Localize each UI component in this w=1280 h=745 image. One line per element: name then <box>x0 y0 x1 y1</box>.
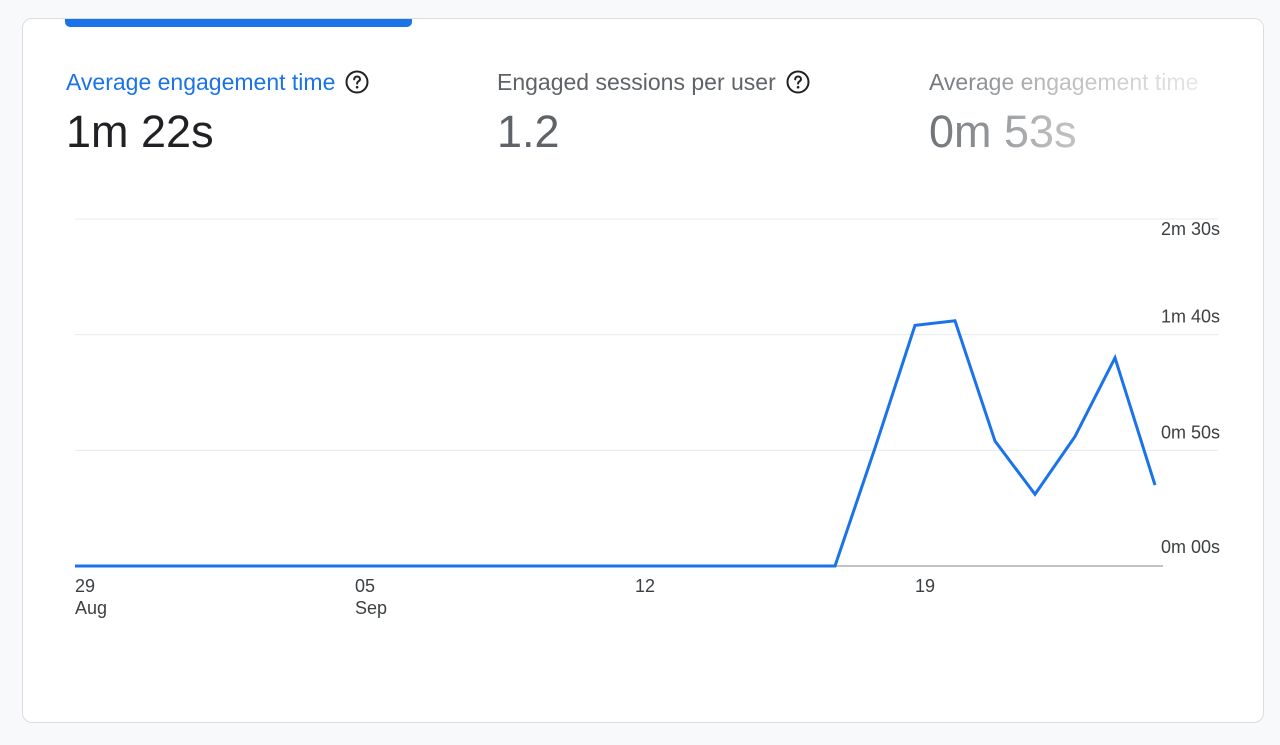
active-tab-indicator <box>65 19 412 27</box>
data-point[interactable] <box>870 443 880 453</box>
y-tick-label: 0m 00s <box>1161 537 1220 557</box>
help-circle-icon[interactable] <box>345 70 369 94</box>
metric-value: 1.2 <box>497 106 560 157</box>
data-point[interactable] <box>1030 489 1040 499</box>
data-point[interactable] <box>1110 353 1120 363</box>
x-tick-month-label: Sep <box>355 598 387 618</box>
data-point[interactable] <box>630 561 640 571</box>
data-point[interactable] <box>470 561 480 571</box>
metric-label: Average engagement time <box>66 67 369 97</box>
data-point[interactable] <box>70 561 80 571</box>
data-point[interactable] <box>830 561 840 571</box>
data-point[interactable] <box>230 561 240 571</box>
help-circle-icon[interactable] <box>786 70 810 94</box>
data-point[interactable] <box>790 561 800 571</box>
data-point[interactable] <box>1070 431 1080 441</box>
y-tick-label: 1m 40s <box>1161 307 1220 327</box>
metric-label-text: Engaged sessions per user <box>497 68 776 95</box>
data-point[interactable] <box>1150 480 1160 490</box>
x-tick-label: 19 <box>915 576 935 596</box>
data-point[interactable] <box>350 561 360 571</box>
engagement-card: Average engagement time 1m 22s Engaged s… <box>22 18 1264 723</box>
data-point[interactable] <box>950 316 960 326</box>
data-point[interactable] <box>390 561 400 571</box>
metric-tab-avg-engagement-time[interactable]: Average engagement time 1m 22s <box>66 67 369 154</box>
data-point[interactable] <box>550 561 560 571</box>
metric-value: 1m 22s <box>66 106 214 157</box>
x-tick-label: 29 <box>75 576 95 596</box>
data-point[interactable] <box>590 561 600 571</box>
data-point[interactable] <box>750 561 760 571</box>
metric-label-text: Average engagement time <box>66 68 336 95</box>
series-line <box>75 319 1157 568</box>
metric-tab-engaged-sessions[interactable]: Engaged sessions per user 1.2 <box>497 67 810 154</box>
data-point[interactable] <box>430 561 440 571</box>
data-point[interactable] <box>270 561 280 571</box>
metric-label: Engaged sessions per user <box>497 67 810 97</box>
y-tick-label: 0m 50s <box>1161 422 1220 442</box>
y-tick-label: 2m 30s <box>1161 219 1220 239</box>
data-point[interactable] <box>990 436 1000 446</box>
data-point[interactable] <box>510 561 520 571</box>
x-tick-label: 05 <box>355 576 375 596</box>
data-point[interactable] <box>310 561 320 571</box>
data-point[interactable] <box>110 561 120 571</box>
data-point[interactable] <box>910 320 920 330</box>
data-point[interactable] <box>190 561 200 571</box>
x-tick-label: 12 <box>635 576 655 596</box>
data-point[interactable] <box>150 561 160 571</box>
data-point[interactable] <box>710 561 720 571</box>
x-tick-month-label: Aug <box>75 598 107 618</box>
data-point[interactable] <box>670 561 680 571</box>
